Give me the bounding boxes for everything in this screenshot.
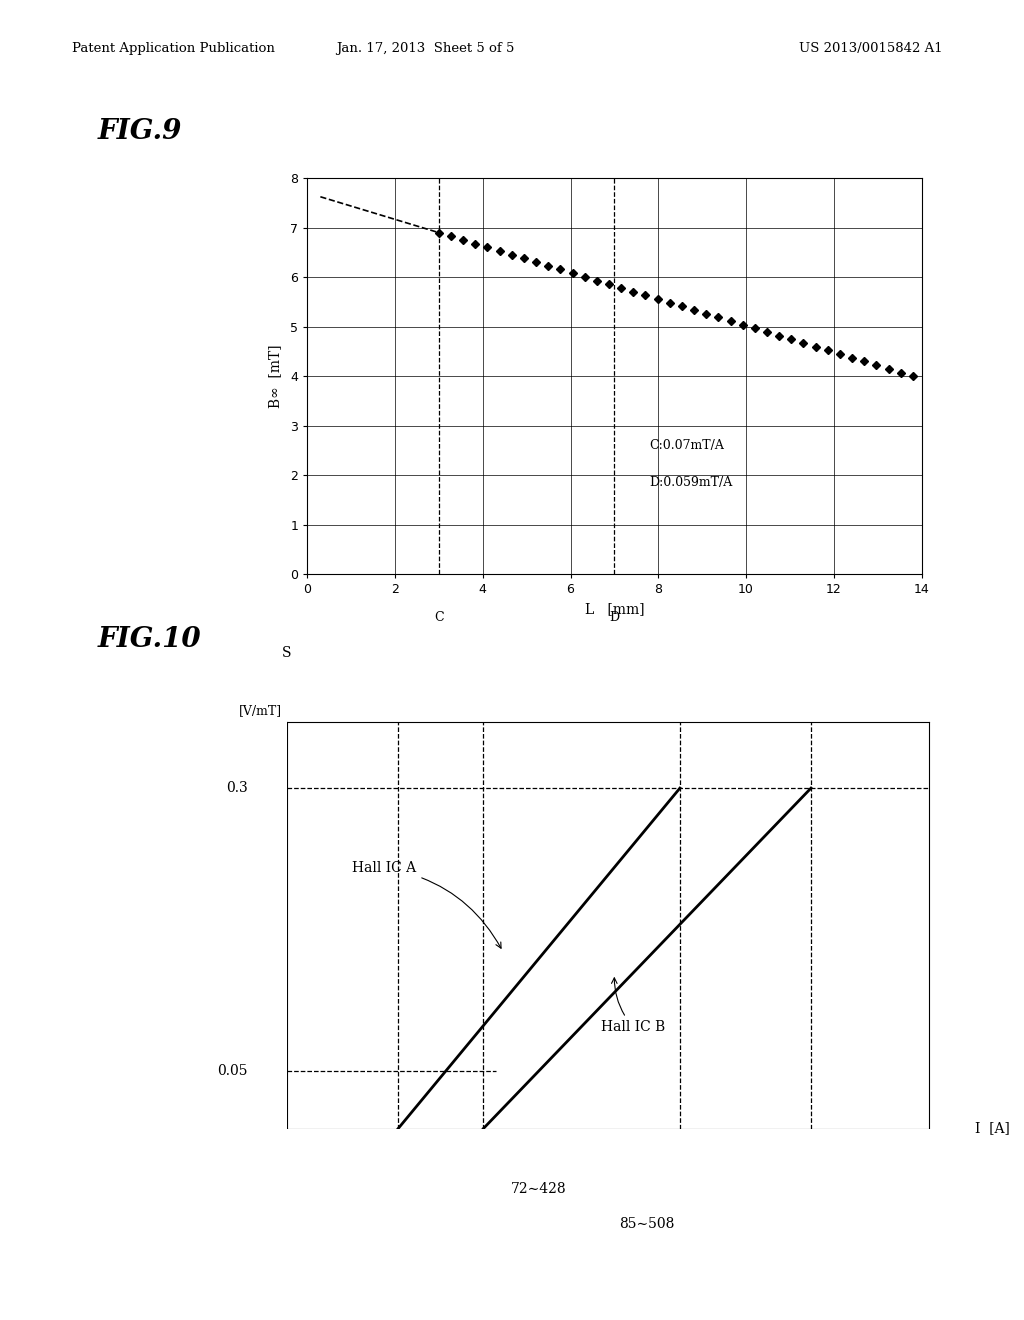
X-axis label: L   [mm]: L [mm] <box>585 602 644 616</box>
Y-axis label: B∞  [mT]: B∞ [mT] <box>268 345 282 408</box>
Text: Hall IC B: Hall IC B <box>601 978 666 1035</box>
Text: C: C <box>434 611 443 624</box>
Text: [V/mT]: [V/mT] <box>239 704 282 717</box>
Text: I  [A]: I [A] <box>975 1122 1010 1135</box>
Text: Hall IC A: Hall IC A <box>352 861 501 948</box>
Text: D:0.059mT/A: D:0.059mT/A <box>649 477 733 490</box>
Text: S: S <box>282 645 292 660</box>
Text: US 2013/0015842 A1: US 2013/0015842 A1 <box>799 42 942 55</box>
Text: C:0.07mT/A: C:0.07mT/A <box>649 440 724 451</box>
Text: Jan. 17, 2013  Sheet 5 of 5: Jan. 17, 2013 Sheet 5 of 5 <box>336 42 514 55</box>
Text: Patent Application Publication: Patent Application Publication <box>72 42 274 55</box>
Text: 0.05: 0.05 <box>217 1064 248 1078</box>
Text: 85∼508: 85∼508 <box>620 1217 675 1232</box>
Text: FIG.9: FIG.9 <box>97 117 181 145</box>
Text: 72∼428: 72∼428 <box>511 1181 567 1196</box>
Text: FIG.10: FIG.10 <box>97 626 201 653</box>
Text: 0.3: 0.3 <box>225 781 248 795</box>
Text: D: D <box>609 611 620 624</box>
